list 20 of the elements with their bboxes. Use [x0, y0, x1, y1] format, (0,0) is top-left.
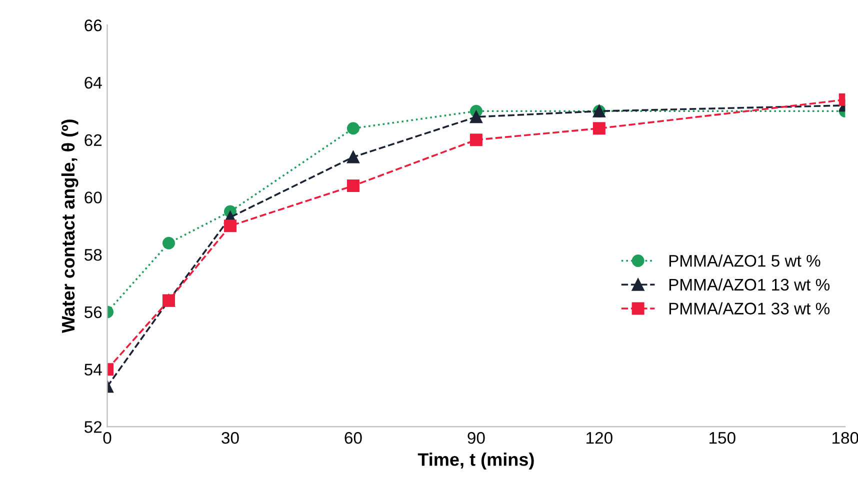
x-tick-label: 120 [586, 432, 612, 444]
y-tick-label: 54 [84, 364, 102, 376]
legend-label: PMMA/AZO1 5 wt % [669, 254, 820, 267]
x-tick-label: 60 [344, 432, 362, 444]
y-tick-label: 58 [84, 248, 102, 261]
x-tick-label: 0 [103, 432, 112, 444]
y-tick-label: 52 [84, 421, 102, 433]
x-tick-label: 180 [832, 432, 858, 444]
y-tick-label: 64 [84, 76, 102, 89]
y-tick-label: 62 [84, 134, 102, 146]
x-tick-label: 150 [710, 432, 736, 444]
y-tick-label: 60 [84, 192, 102, 204]
x-axis-title: Time, t (mins) [418, 452, 534, 470]
legend-label: PMMA/AZO1 33 wt % [669, 302, 830, 314]
y-tick-label: 56 [84, 306, 102, 318]
y-axis-title: Water contact angle, θ (º) [61, 120, 78, 334]
x-tick-label: 30 [222, 432, 239, 444]
y-tick-label: 66 [84, 20, 102, 32]
x-tick-label: 90 [468, 432, 485, 444]
legend-label: PMMA/AZO1 13 wt % [669, 278, 830, 291]
